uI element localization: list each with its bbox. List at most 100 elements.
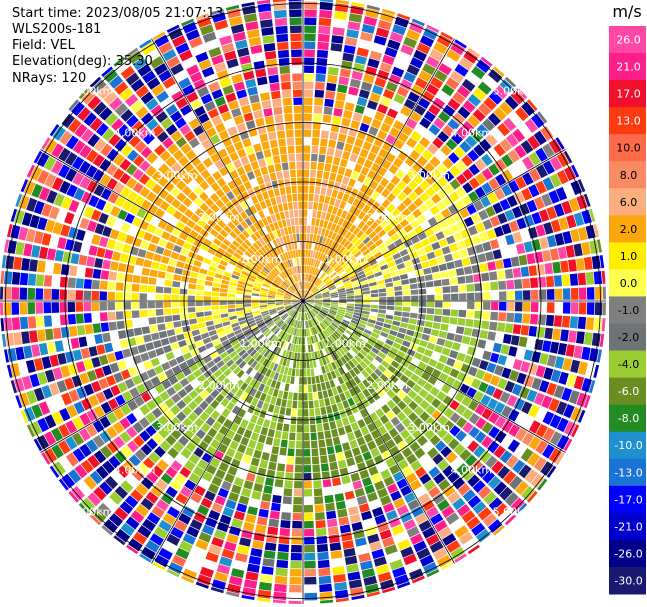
velocity-gate — [195, 13, 209, 21]
velocity-gate — [155, 347, 165, 356]
velocity-gate — [473, 144, 486, 157]
velocity-gate — [338, 325, 347, 332]
velocity-gate — [442, 433, 454, 445]
velocity-gate — [168, 358, 178, 368]
velocity-gate — [309, 233, 314, 242]
velocity-gate — [528, 325, 538, 337]
velocity-gate — [294, 311, 298, 319]
velocity-gate — [370, 221, 379, 230]
velocity-gate — [228, 335, 237, 343]
velocity-gate — [283, 301, 291, 303]
velocity-gate — [81, 191, 93, 204]
velocity-gate — [154, 34, 170, 48]
velocity-gate — [324, 229, 330, 238]
velocity-gate — [385, 509, 398, 521]
velocity-gate — [345, 310, 354, 315]
velocity-gate — [275, 295, 284, 298]
velocity-gate — [261, 367, 269, 376]
velocity-gate — [263, 339, 270, 348]
velocity-gate — [133, 154, 145, 167]
velocity-gate — [214, 343, 223, 351]
colorbar-tick-label: -26.0 — [614, 547, 642, 560]
velocity-gate — [403, 224, 413, 233]
velocity-gate — [392, 275, 401, 282]
velocity-gate — [87, 492, 102, 507]
velocity-gate — [542, 444, 555, 459]
velocity-gate — [316, 342, 322, 350]
velocity-gate — [124, 93, 139, 107]
velocity-gate — [440, 446, 452, 458]
velocity-gate — [238, 495, 250, 506]
velocity-gate — [158, 263, 168, 272]
velocity-gate — [312, 384, 317, 392]
range-ring-label: 4.00km — [451, 127, 493, 140]
velocity-gate — [263, 485, 273, 494]
velocity-gate — [316, 528, 327, 537]
velocity-gate — [311, 267, 316, 275]
velocity-gate — [426, 251, 436, 260]
velocity-gate — [512, 359, 523, 371]
velocity-gate — [468, 399, 479, 411]
velocity-gate — [392, 471, 404, 482]
velocity-gate — [240, 322, 248, 329]
velocity-gate — [390, 416, 401, 427]
velocity-gate — [127, 191, 138, 203]
velocity-gate — [552, 328, 561, 341]
velocity-gate — [501, 223, 512, 235]
velocity-gate — [190, 348, 200, 357]
velocity-gate — [290, 177, 297, 186]
velocity-gate — [330, 305, 339, 309]
velocity-gate — [322, 292, 330, 296]
velocity-gate — [198, 113, 210, 124]
velocity-gate — [333, 253, 341, 261]
velocity-gate — [312, 276, 317, 284]
velocity-gate — [510, 90, 525, 105]
velocity-gate — [314, 296, 323, 299]
velocity-gate — [146, 152, 158, 164]
velocity-gate — [259, 270, 268, 277]
velocity-gate — [147, 243, 157, 252]
velocity-gate — [325, 438, 333, 447]
velocity-gate — [109, 75, 124, 89]
velocity-gate — [326, 188, 333, 197]
velocity-gate — [340, 273, 348, 279]
velocity-gate — [108, 321, 117, 331]
velocity-gate — [99, 280, 108, 290]
velocity-gate — [49, 382, 60, 396]
velocity-gate — [145, 491, 159, 504]
velocity-gate — [142, 457, 155, 470]
velocity-gate — [333, 351, 340, 360]
velocity-gate — [316, 243, 322, 252]
velocity-gate — [3, 271, 13, 285]
velocity-gate — [306, 352, 309, 361]
velocity-gate — [140, 443, 153, 456]
velocity-gate — [494, 158, 507, 172]
velocity-gate — [123, 292, 131, 301]
velocity-gate — [421, 355, 431, 364]
velocity-gate — [449, 178, 461, 190]
velocity-gate — [257, 321, 265, 327]
velocity-gate — [362, 141, 372, 151]
velocity-gate — [401, 417, 412, 428]
velocity-gate — [93, 101, 107, 116]
velocity-gate — [306, 320, 309, 329]
velocity-gate — [573, 212, 585, 227]
velocity-gate — [259, 183, 267, 193]
velocity-gate — [129, 346, 139, 356]
velocity-gate — [284, 383, 290, 392]
velocity-gate — [275, 298, 283, 300]
velocity-gate — [342, 193, 350, 202]
velocity-gate — [164, 181, 175, 192]
velocity-gate — [125, 72, 140, 86]
velocity-gate — [231, 518, 243, 529]
velocity-gate — [277, 288, 285, 293]
velocity-gate — [268, 461, 277, 471]
velocity-gate — [274, 278, 281, 285]
velocity-gate — [342, 319, 350, 325]
velocity-gate — [120, 480, 134, 493]
velocity-gate — [281, 89, 292, 98]
velocity-gate — [216, 414, 227, 425]
velocity-gate — [313, 392, 319, 400]
velocity-gate — [277, 463, 286, 472]
velocity-gate — [217, 247, 226, 255]
